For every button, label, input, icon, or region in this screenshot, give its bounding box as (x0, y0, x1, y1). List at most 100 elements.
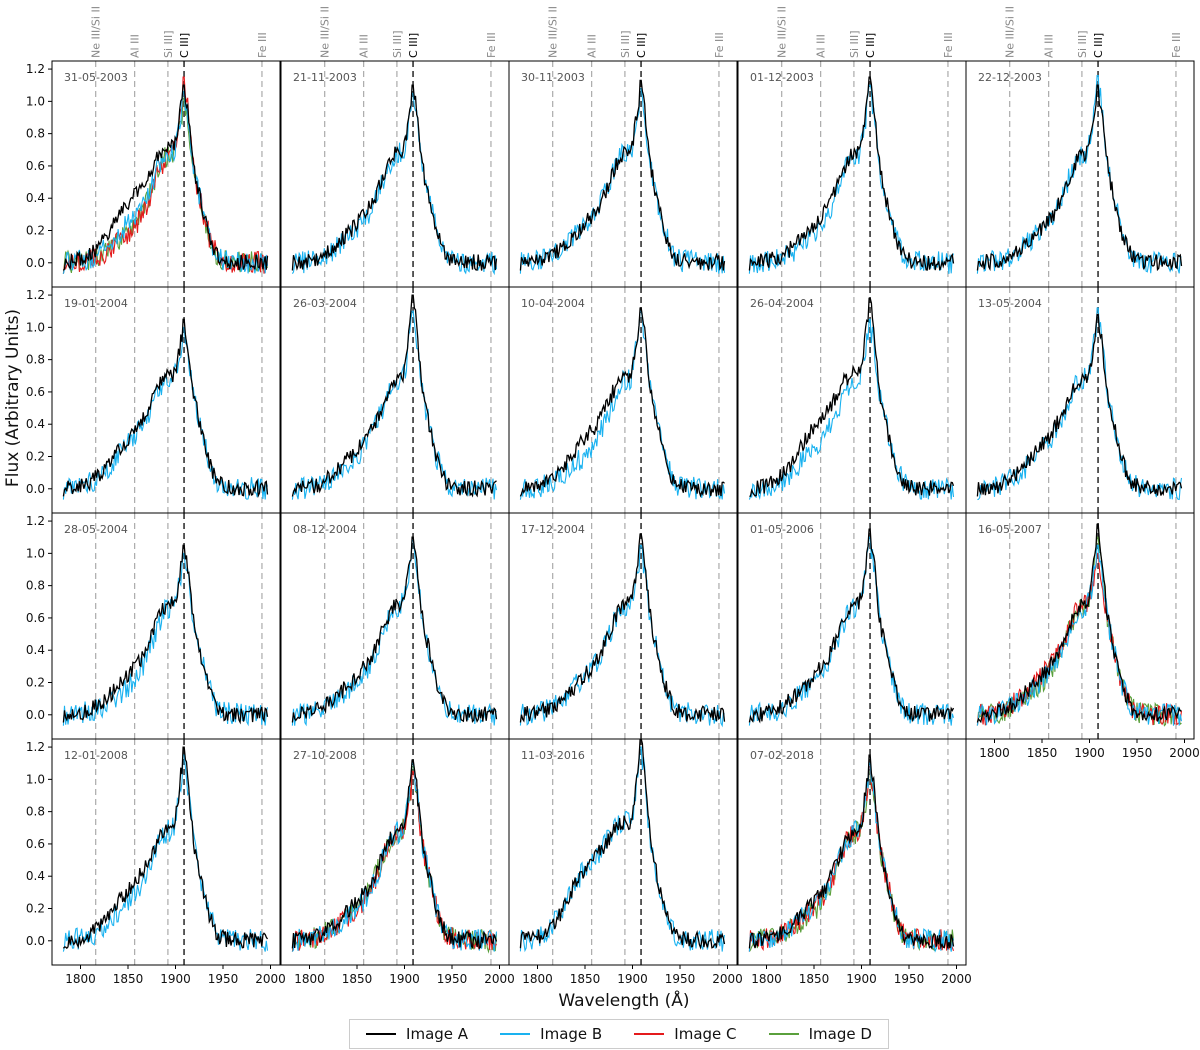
panel-date-label: 19-01-2004 (64, 297, 128, 310)
x-tick-label: 2000 (712, 972, 743, 986)
spectra-lines (62, 544, 269, 727)
legend-swatch-b (500, 1033, 531, 1035)
panel-date-label: 11-03-2016 (521, 749, 585, 762)
series-image-b (748, 84, 955, 274)
panel-date-label: 28-05-2004 (64, 523, 128, 536)
panel-frame (965, 286, 1195, 514)
ref-label-si-iii: Si III] (391, 30, 404, 58)
y-tick-label: 0.2 (26, 676, 45, 690)
panel-11-03-2016: 11-03-2016 1800 1850 1900 1950 2000 (508, 738, 743, 986)
legend-label-c: Image C (674, 1025, 737, 1043)
series-image-a (748, 76, 955, 271)
y-tick-label: 0.6 (26, 611, 45, 625)
spectra-lines (976, 307, 1183, 501)
series-image-a (62, 746, 269, 950)
ref-label-ne-iii-si-ii: Ne III/Si II (547, 6, 560, 58)
y-tick-label: 0.0 (26, 934, 45, 948)
series-image-a (519, 533, 726, 723)
y-tick-label: 0.6 (26, 159, 45, 173)
series-image-b (519, 544, 725, 728)
ref-label-ne-iii-si-ii: Ne III/Si II (776, 6, 789, 58)
ref-label-c-iii: C III] (178, 33, 191, 58)
panel-frame (280, 286, 510, 514)
panel-date-label: 16-05-2007 (978, 523, 1042, 536)
y-axis-label: Flux (Arbitrary Units) (3, 309, 23, 487)
panel-date-label: 01-05-2006 (750, 523, 814, 536)
panel-date-label: 17-12-2004 (521, 523, 585, 536)
panel-date-label: 01-12-2003 (750, 71, 814, 84)
series-image-b (519, 310, 726, 500)
spectra-lines (62, 746, 269, 952)
panel-date-label: 30-11-2003 (521, 71, 585, 84)
legend-label-a: Image A (406, 1025, 469, 1043)
legend: Image A Image B Image C Image D (349, 1019, 889, 1049)
panel-08-12-2004: 08-12-2004 (280, 512, 510, 740)
panel-26-03-2004: 26-03-2004 (280, 286, 510, 514)
ref-label-c-iii: C III] (1092, 33, 1105, 58)
legend-label-b: Image B (540, 1025, 603, 1043)
y-tick-label: 0.8 (26, 127, 45, 141)
legend-item-a: Image A (366, 1025, 468, 1043)
series-image-b (62, 91, 269, 274)
series-image-d (291, 765, 498, 954)
panel-frame (737, 738, 967, 966)
panel-19-01-2004: 19-01-2004 0.0 0.2 0.4 0.6 0.8 1.0 1.2 (26, 286, 281, 514)
panel-frame (51, 738, 281, 966)
panel-date-label: 22-12-2003 (978, 71, 1042, 84)
series-image-a (748, 754, 955, 951)
y-tick-label: 1.0 (26, 546, 45, 560)
series-image-a (976, 313, 1183, 497)
panel-16-05-2007: 16-05-2007 1800 1850 1900 1950 2000 (965, 512, 1200, 760)
ref-label-fe-iii: Fe III (713, 32, 726, 58)
panel-26-04-2004: 26-04-2004 (737, 286, 967, 514)
ref-label-si-iii: Si III] (1076, 30, 1089, 58)
x-tick-label: 1800 (751, 972, 782, 986)
panel-frame (280, 60, 510, 288)
series-image-b (519, 87, 726, 274)
ref-label-al-iii: Al III (586, 34, 599, 58)
x-tick-label: 1900 (846, 972, 877, 986)
panel-13-05-2004: 13-05-2004 (965, 286, 1195, 514)
y-tick-label: 0.8 (26, 805, 45, 819)
panel-frame (508, 286, 738, 514)
series-image-b (748, 762, 955, 953)
panel-date-label: 31-05-2003 (64, 71, 128, 84)
panel-date-label: 26-04-2004 (750, 297, 814, 310)
x-tick-label: 2000 (484, 972, 515, 986)
y-tick-label: 0.4 (26, 417, 45, 431)
series-image-c (291, 770, 497, 952)
x-tick-label: 2000 (255, 972, 286, 986)
series-image-c (976, 552, 1183, 726)
series-image-a (519, 307, 725, 498)
x-tick-label: 1800 (522, 972, 553, 986)
x-tick-label: 1950 (437, 972, 468, 986)
panel-21-11-2003: 21-11-2003 Ne III/Si II Al III Si III] C III… (280, 6, 510, 288)
spectra-lines (291, 759, 498, 954)
spectra-lines (519, 739, 726, 953)
x-tick-label: 1950 (894, 972, 925, 986)
ref-label-fe-iii: Fe III (942, 32, 955, 58)
ref-label-ne-iii-si-ii: Ne III/Si II (1004, 6, 1017, 58)
ref-label-si-iii: Si III] (162, 30, 175, 58)
x-tick-label: 1850 (1027, 746, 1058, 760)
panel-27-10-2008: 27-10-2008 1800 1850 1900 1950 2000 (280, 738, 515, 986)
legend-item-d: Image D (768, 1025, 872, 1043)
y-tick-label: 1.2 (26, 62, 45, 76)
series-image-b (62, 326, 269, 500)
series-image-a (749, 297, 955, 497)
y-tick-label: 0.4 (26, 191, 45, 205)
spectra-lines (62, 318, 269, 500)
x-tick-label: 1900 (389, 972, 420, 986)
y-tick-label: 1.0 (26, 772, 45, 786)
panel-17-12-2004: 17-12-2004 (508, 512, 738, 740)
y-tick-label: 0.6 (26, 837, 45, 851)
ref-label-c-iii: C III] (407, 33, 420, 58)
panel-10-04-2004: 10-04-2004 (508, 286, 738, 514)
x-tick-label: 1850 (342, 972, 373, 986)
series-image-a (519, 739, 726, 950)
series-image-b (976, 544, 1183, 726)
panel-31-05-2003: 31-05-2003 0.0 0.2 0.4 0.6 0.8 1.0 1.2 Ne III/Si… (26, 6, 281, 288)
panel-date-label: 27-10-2008 (293, 749, 357, 762)
y-tick-label: 0.4 (26, 869, 45, 883)
